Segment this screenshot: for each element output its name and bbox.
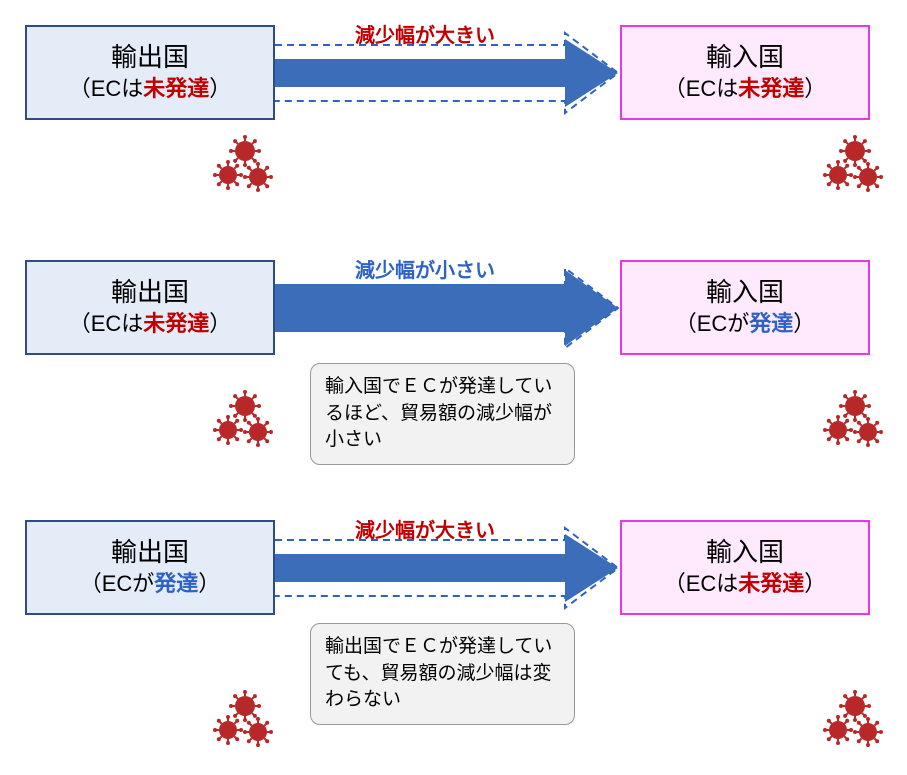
export-country-box: 輸出国（ECは未発達） [25,260,275,355]
export-title: 輸出国 [111,536,189,570]
export-ec-status: （ECは未発達） [69,75,232,104]
import-ec-status: （ECは未発達） [664,75,827,104]
virus-icon [210,135,280,195]
export-ec-status: （ECは未発達） [69,310,232,339]
export-country-box: 輸出国（ECが発達） [25,520,275,615]
arrow-label: 減少幅が小さい [355,254,495,283]
arrow-label: 減少幅が大きい [355,514,495,543]
import-country-box: 輸入国（ECは未発達） [620,520,870,615]
virus-icon [210,390,280,450]
export-country-box: 輸出国（ECは未発達） [25,25,275,120]
import-title: 輸入国 [706,41,784,75]
import-title: 輸入国 [706,536,784,570]
virus-icon [820,390,890,450]
virus-icon [820,690,890,750]
virus-icon [210,690,280,750]
explanation-note: 輸入国でＥＣが発達しているほど、貿易額の減少幅が小さい [310,363,575,465]
import-country-box: 輸入国（ECが発達） [620,260,870,355]
import-ec-status: （ECが発達） [675,310,816,339]
explanation-note: 輸出国でＥＣが発達していても、貿易額の減少幅は変わらない [310,623,575,725]
import-ec-status: （ECは未発達） [664,570,827,599]
virus-icon [820,135,890,195]
import-country-box: 輸入国（ECは未発達） [620,25,870,120]
export-title: 輸出国 [111,41,189,75]
export-ec-status: （ECが発達） [80,570,221,599]
arrow-label: 減少幅が大きい [355,19,495,48]
import-title: 輸入国 [706,276,784,310]
export-title: 輸出国 [111,276,189,310]
